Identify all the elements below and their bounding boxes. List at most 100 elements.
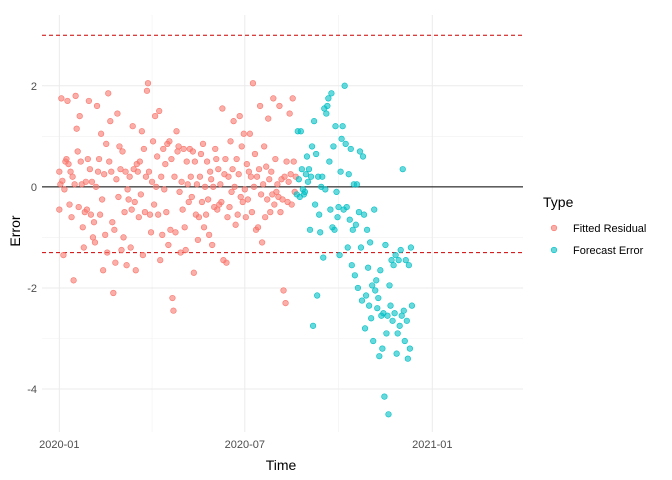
forecast-error-point [346,216,353,223]
fitted-residual-point [88,178,96,185]
x-tick-label: 2020-01 [39,439,79,451]
forecast-error-point [375,294,382,302]
legend-items: Fitted Residual Forecast Error [550,223,646,257]
fitted-residual-point [205,196,212,203]
y-axis-title: Error [7,215,23,246]
fitted-residual-point [141,209,149,216]
fitted-residual-point [238,143,245,150]
fitted-residual-point [246,130,253,137]
fitted-residual-point [182,246,189,254]
fitted-residual-point [87,211,95,218]
forecast-error-point [405,262,412,269]
fitted-residual-point [86,166,93,173]
forecast-error-point [320,254,327,261]
fitted-residual-point [203,158,211,165]
fitted-residual-point [156,107,163,115]
fitted-residual-point [189,148,196,155]
fitted-residual-point [231,183,238,190]
fitted-residual-point [261,143,268,150]
fitted-residual-point [124,186,131,193]
forecast-error-point [336,251,343,259]
fitted-residual-point [99,196,106,203]
fitted-residual-point [280,287,287,294]
fitted-residual-point [147,229,155,236]
fitted-residual-point [168,155,175,163]
forecast-error-point [309,322,317,329]
forecast-error-point [396,322,403,329]
forecast-error-point [358,297,366,304]
fitted-residual-point [82,178,89,185]
fitted-residual-point [129,123,136,130]
fitted-residual-point [249,80,257,87]
forecast-error-point [338,135,345,142]
forecast-error-point [339,123,346,130]
fitted-residual-point [262,214,269,221]
fitted-residual-point [74,148,81,155]
fitted-residual-point [172,229,179,236]
fitted-residual-point [267,209,274,216]
forecast-error-point [325,95,332,102]
fitted-residual-point [173,128,180,135]
fitted-residual-point [177,249,184,256]
fitted-residual-point [288,201,295,208]
forecast-error-point [359,153,367,160]
fitted-residual-point [61,186,68,193]
legend-label-fitted-residual: Fitted Residual [573,223,646,235]
forecast-error-point [360,211,368,218]
fitted-residual-point [268,168,275,175]
forecast-error-point [370,337,377,345]
fitted-residual-point [197,150,205,158]
forecast-error-point [331,226,338,233]
fitted-residual-point [72,92,79,99]
y-axis-ticks: -4 -2 0 2 [27,81,37,396]
fitted-residual-point [190,269,197,276]
fitted-residual-point [289,95,296,102]
fitted-residual-point [229,166,236,173]
forecast-error-point [306,226,314,233]
fitted-residual-point [226,203,233,211]
fitted-residual-point [90,219,98,226]
fitted-residual-point [77,158,84,165]
forecast-error-point [390,262,397,269]
fitted-residual-point [132,267,139,274]
fitted-residual-point [244,196,251,203]
fitted-residual-point [201,183,209,190]
fitted-residual-point [251,150,259,158]
fitted-residual-point [108,168,115,175]
fitted-residual-point [137,191,144,198]
fitted-residual-point [65,161,72,168]
fitted-residual-point [212,145,219,153]
fitted-residual-point [259,239,266,246]
fitted-residual-point [160,145,167,153]
fitted-residual-point [256,102,264,110]
fitted-residual-point [242,214,249,221]
fitted-residual-point [102,231,109,238]
forecast-error-point [406,345,413,352]
fitted-residual-point [155,211,162,218]
forecast-error-point [367,239,374,246]
fitted-residual-point [83,206,90,213]
fitted-residual-point [115,193,122,201]
fitted-residual-point [213,155,220,163]
fitted-residual-point [206,231,213,238]
fitted-residual-point [263,163,270,170]
fitted-residual-point [166,138,173,145]
forecast-error-point [349,226,356,233]
fitted-residual-point [142,173,150,180]
fitted-residual-point [257,191,265,198]
fitted-residual-point [69,173,76,180]
fitted-residual-point [274,181,281,188]
legend: Type Fitted Residual Forecast Error [543,194,646,257]
fitted-residual-point [174,148,181,155]
fitted-residual-point [264,196,271,203]
forecast-error-point [330,143,337,150]
forecast-error-point [297,128,304,135]
fitted-residual-point [66,201,73,208]
fitted-residual-point [271,201,278,208]
fitted-residual-point [234,211,241,218]
fitted-residual-point [150,201,158,208]
fitted-residual-point [243,161,250,168]
forecast-error-point [379,345,386,352]
forecast-error-point [387,302,394,309]
fitted-residual-point [239,198,246,206]
